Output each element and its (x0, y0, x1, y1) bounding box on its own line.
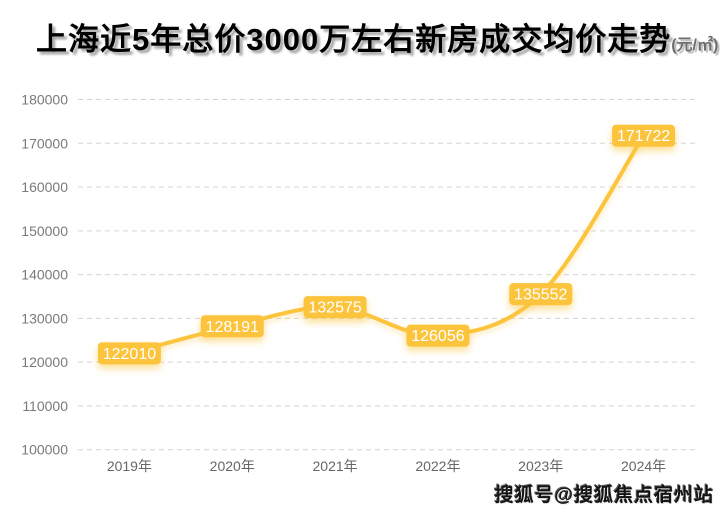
data-label-box (509, 283, 573, 306)
chart-header: 上海近5年总价3000万左右新房成交均价走势(元/㎡) (36, 14, 718, 59)
y-axis-tick-label: 170000 (21, 135, 68, 151)
data-label-value: 128191 (206, 319, 259, 336)
x-axis-tick-label: 2024年 (621, 458, 666, 474)
x-axis-tick-label: 2023年 (518, 458, 563, 474)
data-label-box (200, 315, 264, 338)
data-label-box (97, 342, 161, 365)
y-axis-tick-label: 140000 (21, 267, 68, 283)
data-label-box (406, 324, 470, 347)
chart-title: 上海近5年总价3000万左右新房成交均价走势 (36, 22, 672, 57)
y-axis-tick-label: 100000 (21, 442, 68, 458)
data-label-value: 122010 (103, 346, 156, 363)
y-axis-tick-label: 180000 (21, 92, 68, 108)
chart-unit-label: (元/㎡) (671, 37, 719, 54)
data-label-value: 135552 (514, 287, 567, 304)
x-axis-tick-label: 2019年 (107, 458, 152, 474)
y-axis-tick-label: 120000 (21, 354, 68, 370)
data-label-value: 132575 (308, 300, 361, 317)
data-label-box (612, 124, 676, 147)
x-axis-tick-label: 2020年 (210, 458, 255, 474)
data-label-box (303, 296, 367, 319)
data-label-value: 126056 (411, 328, 464, 345)
y-axis-tick-label: 130000 (21, 310, 68, 326)
watermark: 搜狐号@搜狐焦点宿州站 (494, 485, 714, 506)
data-label-value: 171722 (617, 128, 670, 145)
y-axis-tick-label: 110000 (22, 398, 68, 414)
y-axis-tick-label: 160000 (21, 179, 68, 195)
x-axis-tick-label: 2021年 (313, 458, 358, 474)
y-axis-tick-label: 150000 (21, 223, 68, 239)
x-axis-tick-label: 2022年 (415, 458, 460, 474)
